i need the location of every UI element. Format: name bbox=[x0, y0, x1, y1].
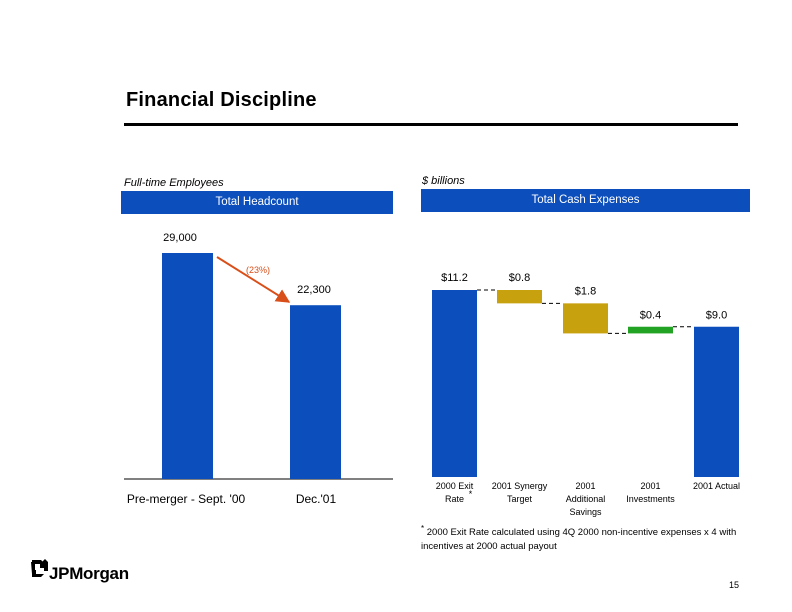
decline-arrow bbox=[216, 256, 291, 303]
footnote-marker: * bbox=[421, 524, 425, 533]
waterfall-category-label: 2001 bbox=[575, 481, 595, 491]
decline-percent-label: (23%) bbox=[246, 265, 270, 275]
headcount-category-label: Pre-merger - Sept. '00 bbox=[127, 492, 246, 506]
waterfall-value-label: $0.8 bbox=[509, 272, 530, 284]
footnote: * 2000 Exit Rate calculated using 4Q 200… bbox=[421, 522, 761, 554]
waterfall-category-label: Additional bbox=[566, 494, 606, 504]
expenses-subtitle: $ billions bbox=[422, 175, 465, 187]
logo-wordmark: JPMorgan bbox=[49, 564, 129, 583]
waterfall-bar-5 bbox=[694, 326, 739, 477]
headcount-category-label: Dec.'01 bbox=[296, 492, 337, 506]
headcount-value-label: 29,000 bbox=[163, 232, 197, 244]
waterfall-value-label: $1.8 bbox=[575, 285, 596, 297]
expenses-header-band: Total Cash Expenses bbox=[421, 189, 750, 212]
waterfall-category-label: Investments bbox=[626, 494, 675, 504]
waterfall-category-label: 2001 bbox=[640, 481, 660, 491]
title-divider bbox=[124, 123, 738, 126]
page-title: Financial Discipline bbox=[126, 89, 317, 111]
waterfall-value-label: $9.0 bbox=[706, 310, 727, 322]
waterfall-category-label: 2001 Synergy bbox=[492, 481, 548, 491]
category-footnote-marker: * bbox=[469, 489, 473, 499]
headcount-bar-pre-merger bbox=[162, 253, 213, 479]
waterfall-category-label: 2001 Actual bbox=[693, 481, 740, 491]
headcount-subtitle: Full-time Employees bbox=[124, 177, 224, 189]
waterfall-category-label: 2000 Exit bbox=[436, 481, 474, 491]
waterfall-bar-4 bbox=[628, 326, 673, 334]
waterfall-category-label: Savings bbox=[569, 507, 602, 517]
jpmorgan-logo: JPMorgan bbox=[29, 556, 137, 587]
waterfall-bar-1 bbox=[432, 290, 477, 477]
expenses-chart: $11.2 2000 Exit Rate $0.8 2001 Synergy Target… bbox=[432, 272, 740, 517]
waterfall-bar-2 bbox=[497, 290, 542, 304]
footnote-text: 2000 Exit Rate calculated using 4Q 2000 … bbox=[421, 527, 737, 553]
waterfall-bar-3 bbox=[563, 303, 608, 334]
headcount-chart: 29,000 22,300 (23%) Pre-merger - Sept. '… bbox=[124, 232, 393, 506]
waterfall-category-label: Target bbox=[507, 494, 533, 504]
waterfall-value-label: $11.2 bbox=[441, 272, 468, 284]
waterfall-value-label: $0.4 bbox=[640, 310, 661, 322]
waterfall-category-label: Rate bbox=[445, 494, 464, 504]
jpmorgan-logo-mark bbox=[31, 559, 48, 577]
headcount-bar-dec-01 bbox=[290, 305, 341, 479]
headcount-header-band: Total Headcount bbox=[121, 191, 393, 214]
page-number: 15 bbox=[729, 580, 740, 590]
headcount-value-label: 22,300 bbox=[297, 284, 331, 296]
